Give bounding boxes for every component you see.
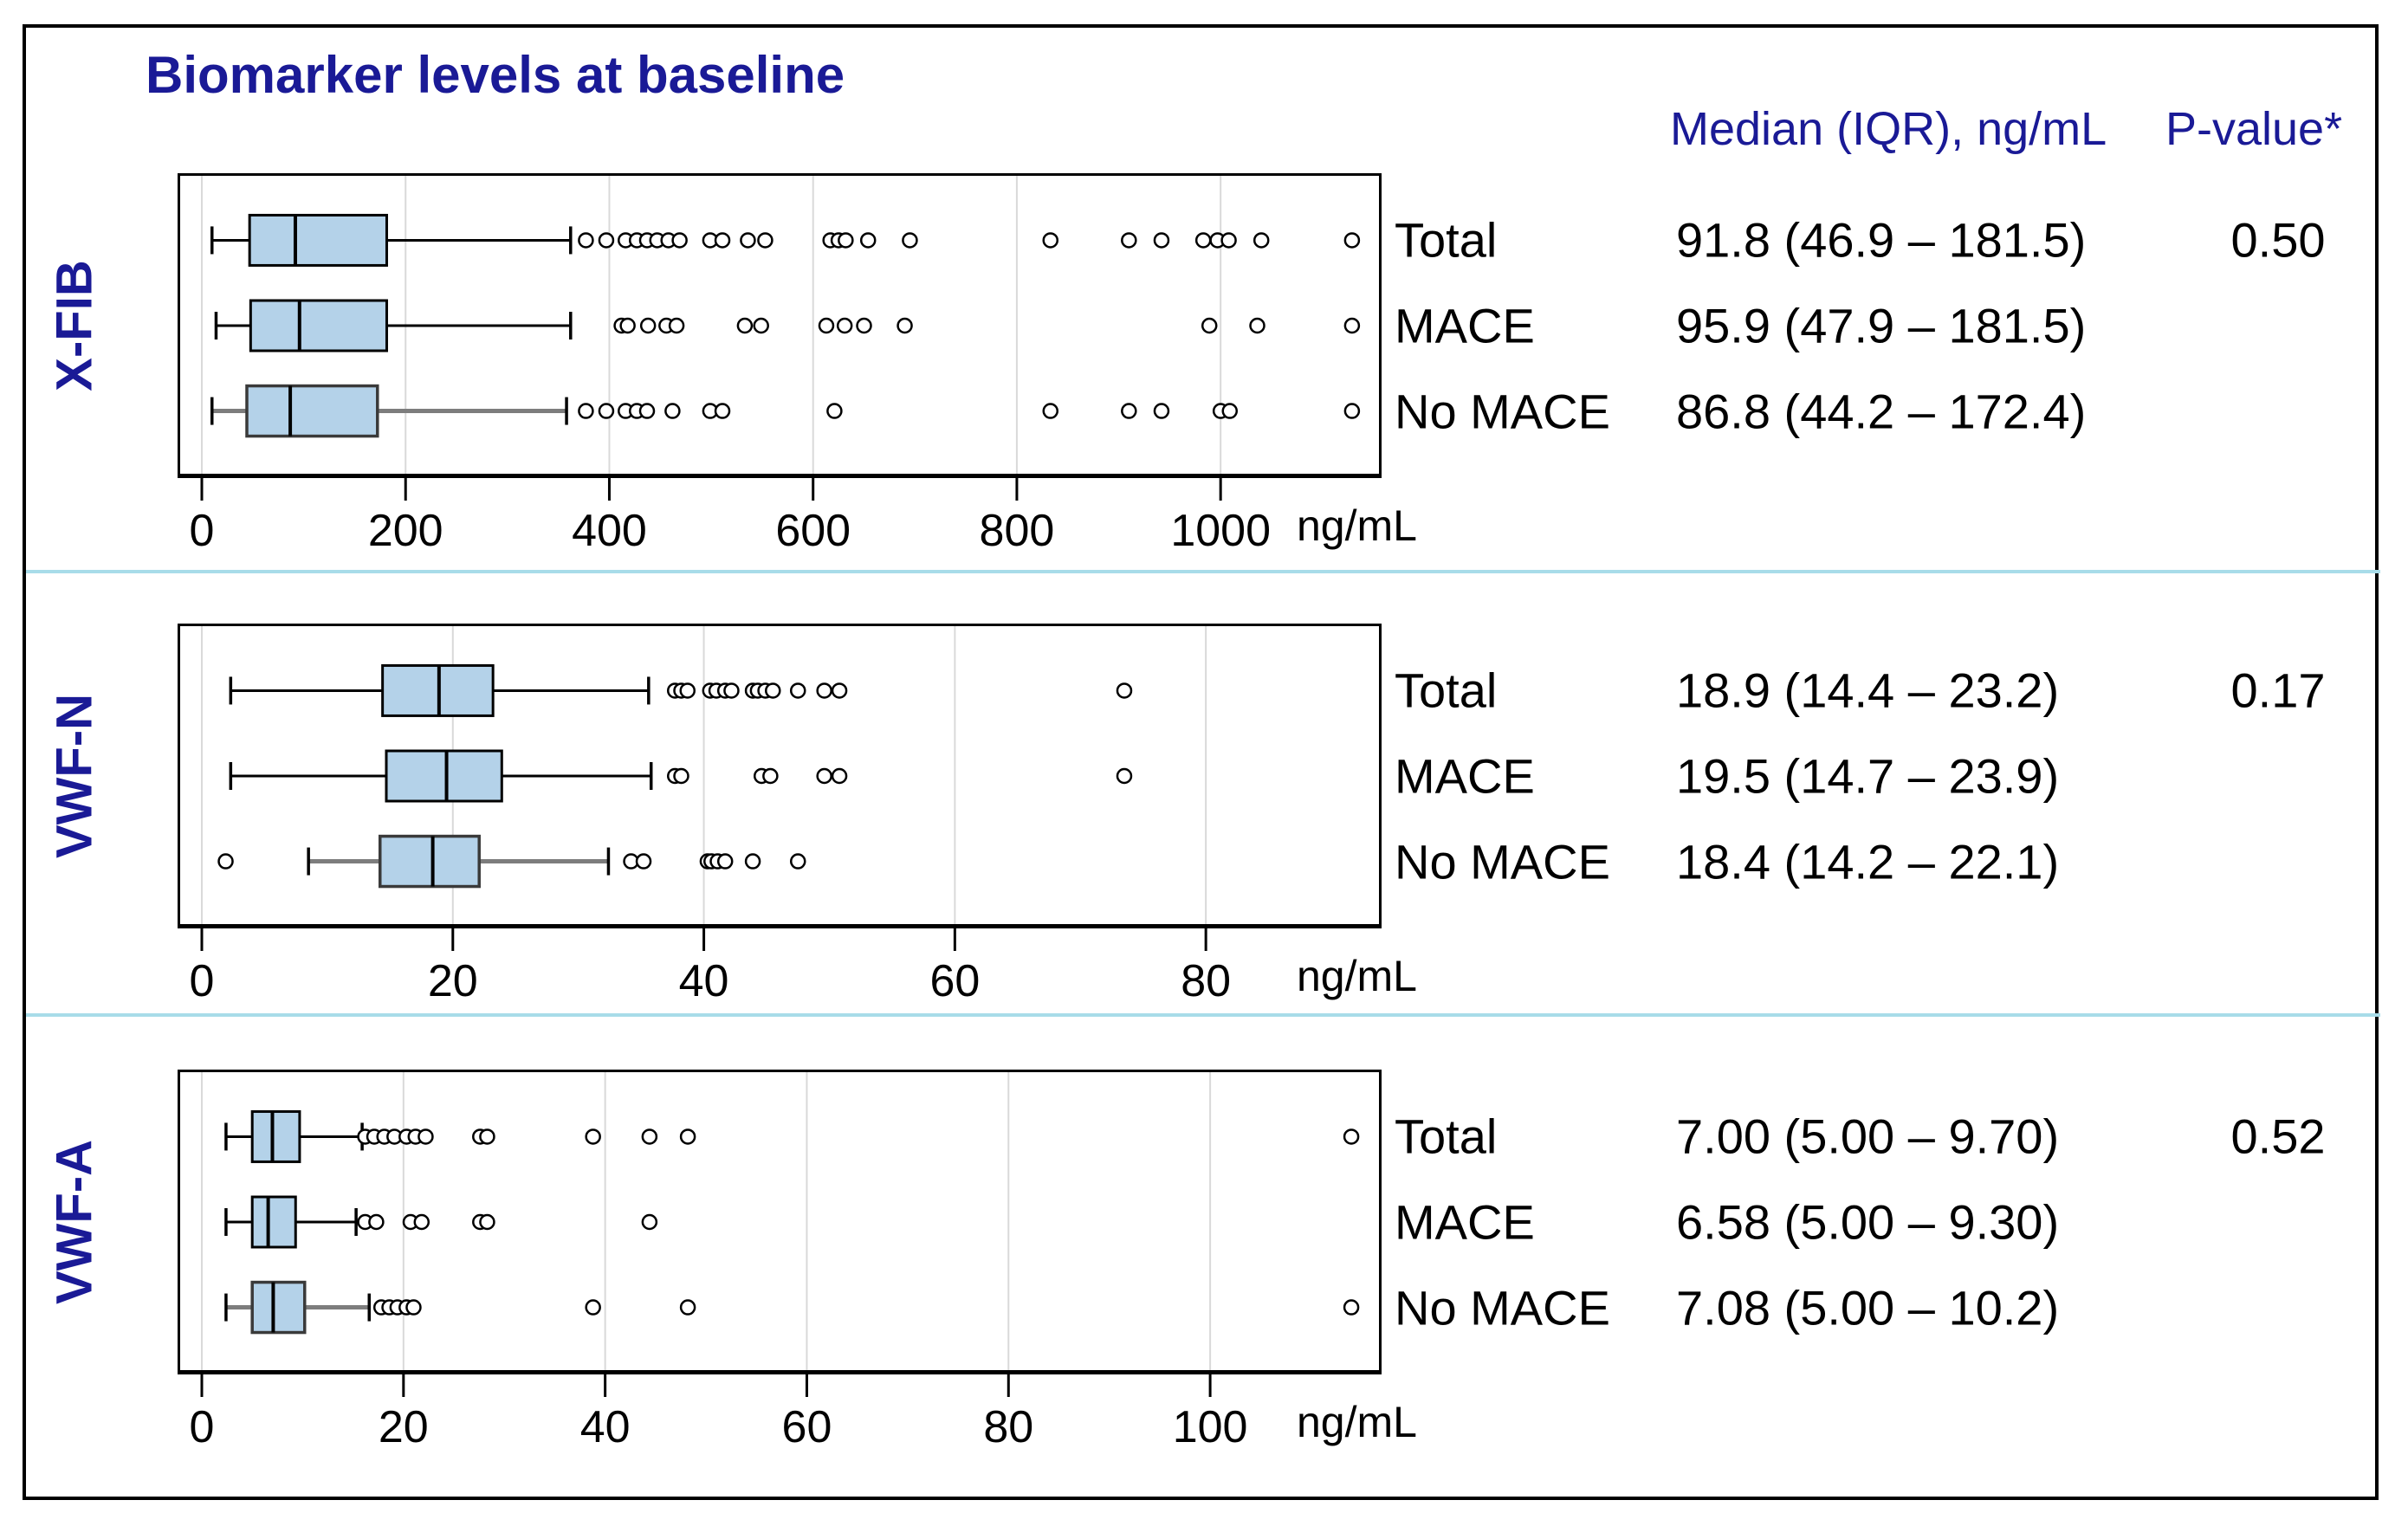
p-value: 0.52	[2230, 1109, 2326, 1164]
svg-text:80: 80	[1181, 956, 1231, 1006]
median-value: 18.9 (14.4 – 23.2)	[1676, 663, 2060, 718]
y-axis-label-xfib: X-FIB	[46, 260, 103, 391]
svg-text:80: 80	[983, 1402, 1033, 1452]
svg-text:60: 60	[782, 1402, 832, 1452]
row-label: No MACE	[1395, 384, 1610, 439]
row-label: Total	[1395, 1109, 1498, 1164]
svg-text:0: 0	[190, 1402, 215, 1452]
panel-separator	[26, 570, 2380, 573]
row-label: MACE	[1395, 1194, 1535, 1250]
p-value: 0.17	[2230, 663, 2326, 718]
axis-unit-label: ng/mL	[1297, 501, 1417, 550]
svg-text:1000: 1000	[1170, 506, 1271, 556]
boxplot-panel-vwfa: 0 20 40 60 80 100	[178, 1070, 1382, 1458]
row-label: No MACE	[1395, 1280, 1610, 1335]
svg-text:600: 600	[775, 506, 851, 556]
svg-text:40: 40	[679, 956, 729, 1006]
median-value: 86.8 (44.2 – 172.4)	[1676, 384, 2087, 439]
median-value: 95.9 (47.9 – 181.5)	[1676, 298, 2087, 353]
panel-separator	[26, 1013, 2380, 1017]
median-value: 7.00 (5.00 – 9.70)	[1676, 1109, 2060, 1164]
axis-unit-label: ng/mL	[1297, 1398, 1417, 1446]
row-label: Total	[1395, 663, 1498, 718]
median-value: 91.8 (46.9 – 181.5)	[1676, 212, 2087, 268]
svg-text:20: 20	[428, 956, 478, 1006]
y-axis-label-vwfn: VWF-N	[46, 693, 103, 859]
svg-text:60: 60	[929, 956, 980, 1006]
svg-text:800: 800	[980, 506, 1055, 556]
axis-unit-label: ng/mL	[1297, 952, 1417, 1000]
svg-text:200: 200	[368, 506, 443, 556]
y-axis-label-vwfa: VWF-A	[46, 1139, 103, 1305]
row-label: Total	[1395, 212, 1498, 268]
svg-text:40: 40	[580, 1402, 631, 1452]
svg-text:0: 0	[190, 956, 215, 1006]
svg-text:400: 400	[572, 506, 647, 556]
figure-border	[23, 24, 2379, 1500]
boxplot-panel-xfib: 0 200 400 600 800 1000	[178, 173, 1382, 561]
column-header-median: Median (IQR), ng/mL	[1670, 103, 2107, 155]
p-value: 0.50	[2230, 212, 2326, 268]
svg-text:20: 20	[379, 1402, 429, 1452]
row-label: No MACE	[1395, 834, 1610, 889]
row-label: MACE	[1395, 298, 1535, 353]
svg-text:100: 100	[1173, 1402, 1248, 1452]
figure-title: Biomarker levels at baseline	[146, 46, 845, 104]
median-value: 19.5 (14.7 – 23.9)	[1676, 748, 2060, 804]
median-value: 18.4 (14.2 – 22.1)	[1676, 834, 2060, 889]
svg-text:0: 0	[190, 506, 215, 556]
median-value: 6.58 (5.00 – 9.30)	[1676, 1194, 2060, 1250]
row-label: MACE	[1395, 748, 1535, 804]
median-value: 7.08 (5.00 – 10.2)	[1676, 1280, 2060, 1335]
column-header-pvalue: P-value*	[2165, 103, 2343, 155]
boxplot-panel-vwfn: 0 20 40 60 80	[178, 624, 1382, 1012]
